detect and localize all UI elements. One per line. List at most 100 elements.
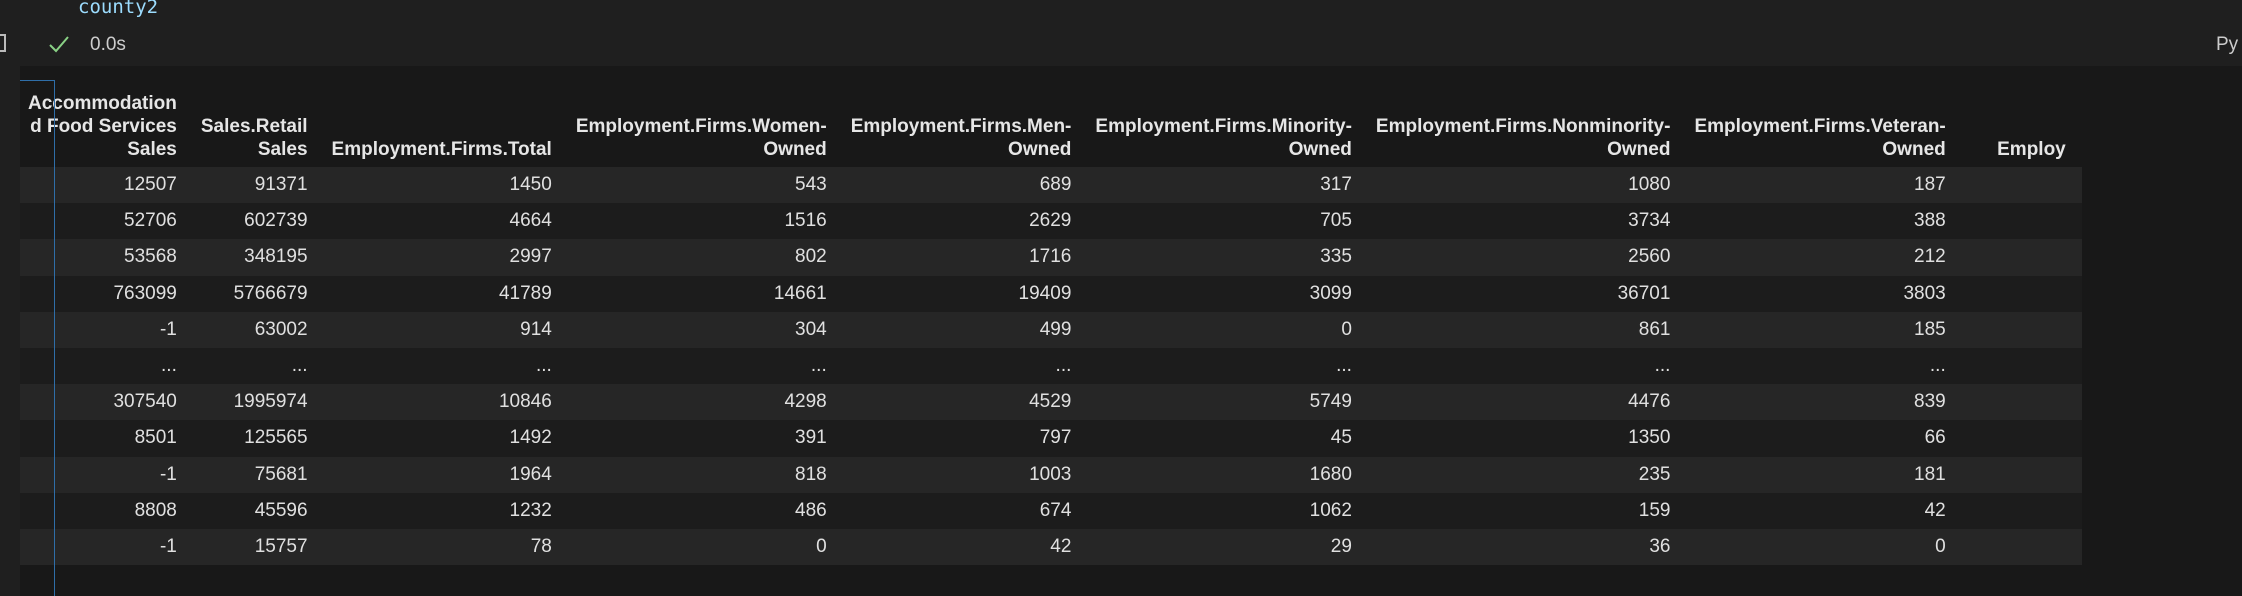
table-cell: 41789 (323, 275, 568, 312)
table-cell: 307540 (20, 384, 193, 421)
table-cell (1961, 384, 2082, 421)
column-header-line: Employment.Firms.Nonminority- (1375, 116, 1671, 137)
table-cell: ... (842, 347, 1088, 385)
table-row: 307540 1995974 10846 4298 4529 5749 4476 839 (20, 384, 2082, 421)
table-cell: 861 (1367, 311, 1687, 348)
table-cell: 75681 (192, 456, 324, 493)
column-header-line: Employment.Firms.Women- (575, 116, 827, 137)
table-cell: ... (323, 347, 568, 385)
table-cell: 63002 (192, 311, 324, 348)
column-header-line: Employment.Firms.Minority- (1095, 116, 1352, 137)
table-cell (1961, 239, 2082, 276)
table-cell: 4529 (842, 384, 1088, 421)
column-header-line: Owned (1288, 139, 1352, 160)
table-cell: 348195 (192, 239, 324, 276)
table-cell: 181 (1686, 456, 1962, 493)
table-row: -1 75681 1964 818 1003 1680 235 181 (20, 456, 2082, 493)
table-cell: 36701 (1367, 275, 1687, 312)
table-row: 8808 45596 1232 486 674 1062 159 42 (20, 492, 2082, 529)
table-cell: ... (567, 347, 843, 385)
table-cell: 8501 (20, 420, 193, 457)
column-header-line: Employment.Firms.Total (331, 139, 552, 160)
column-header-line: Employment.Firms.Men- (850, 116, 1072, 137)
table-cell: 14661 (567, 275, 843, 312)
table-row: ........................ (20, 347, 2082, 385)
table-cell: 391 (567, 420, 843, 457)
table-cell (1961, 275, 2082, 312)
column-header-c8: Employ (1962, 86, 2082, 167)
table-cell: -1 (20, 528, 193, 566)
column-header-line: Sales (257, 139, 308, 160)
table-cell: 802 (567, 239, 843, 276)
table-cell: 29 (1087, 528, 1368, 566)
table-row: 52706 602739 4664 1516 2629 705 3734 388 (20, 203, 2082, 240)
table-cell: 1080 (1367, 167, 1687, 204)
table-cell: 15757 (192, 528, 324, 566)
table-cell: 705 (1087, 203, 1368, 240)
table-cell (1961, 456, 2082, 493)
code-line[interactable]: county2 (78, 0, 159, 18)
column-header-c4: Employment.Firms.Men- Owned (843, 86, 1088, 167)
table-cell (1961, 420, 2082, 457)
table-cell: 125565 (192, 420, 324, 457)
table-cell (1961, 167, 2082, 204)
kernel-label[interactable]: Py (2216, 34, 2239, 55)
column-header-line: Owned (1607, 139, 1671, 160)
table-cell: 1492 (323, 420, 568, 457)
table-cell: 1995974 (192, 384, 324, 421)
table-cell: 3734 (1367, 203, 1687, 240)
table-row: 53568 348195 2997 802 1716 335 2560 212 (20, 239, 2082, 276)
column-header-c0: Accommodation d Food Services Sales (20, 86, 193, 167)
table-cell: ... (1367, 347, 1687, 385)
table-cell: 1003 (842, 456, 1088, 493)
column-header-c5: Employment.Firms.Minority- Owned (1087, 86, 1368, 167)
table-row: 763099 5766679 41789 14661 19409 3099 36701 380… (20, 275, 2082, 312)
table-cell: 335 (1087, 239, 1368, 276)
table-cell: 1680 (1087, 456, 1368, 493)
table-cell: -1 (20, 311, 193, 348)
table-cell: 1350 (1367, 420, 1687, 457)
table-cell (1961, 528, 2082, 566)
table-cell: 187 (1686, 167, 1962, 204)
column-header-line: Owned (1008, 139, 1072, 160)
table-cell: 78 (323, 528, 568, 566)
table-row: -1 63002 914 304 499 0 861 185 (20, 311, 2082, 348)
table-cell: 42 (842, 528, 1088, 566)
table-cell: 42 (1686, 492, 1962, 529)
execution-time: 0.0s (90, 34, 126, 55)
check-icon (49, 36, 69, 53)
table-cell: 53568 (20, 239, 193, 276)
table-cell: 763099 (20, 275, 193, 312)
cell-focus-border (54, 80, 55, 596)
column-header-c7: Employment.Firms.Veteran- Owned (1686, 86, 1961, 167)
table-row: -1 15757 78 0 42 29 36 0 (20, 528, 2082, 566)
table-cell: 818 (567, 456, 843, 493)
table-cell: 212 (1686, 239, 1962, 276)
table-cell: 486 (567, 492, 843, 529)
column-header-line: d Food Services (30, 116, 177, 137)
table-cell: 0 (567, 528, 843, 566)
table-cell: 66 (1686, 420, 1962, 457)
table-cell: 4298 (567, 384, 843, 421)
dataframe-table: Accommodation d Food Services Sales Sales.R… (20, 86, 2082, 566)
column-header-line: Sales.Retail (200, 116, 308, 137)
column-header-c3: Employment.Firms.Women- Owned (568, 86, 843, 167)
table-cell: 3099 (1087, 275, 1368, 312)
table-cell: 52706 (20, 203, 193, 240)
table-cell: 304 (567, 311, 843, 348)
table-cell: 36 (1367, 528, 1687, 566)
column-header-c1: Sales.Retail Sales (193, 86, 324, 167)
table-row: 8501 125565 1492 391 797 45 1350 66 (20, 420, 2082, 457)
table-cell: 0 (1686, 528, 1962, 566)
table-cell: 91371 (192, 167, 324, 204)
table-cell: 1964 (323, 456, 568, 493)
table-cell: 45596 (192, 492, 324, 529)
table-cell: ... (192, 347, 324, 385)
table-cell: 10846 (323, 384, 568, 421)
table-cell: 674 (842, 492, 1088, 529)
table-cell: 1516 (567, 203, 843, 240)
table-cell (1961, 492, 2082, 529)
table-cell: 2629 (842, 203, 1088, 240)
table-cell: 4664 (323, 203, 568, 240)
